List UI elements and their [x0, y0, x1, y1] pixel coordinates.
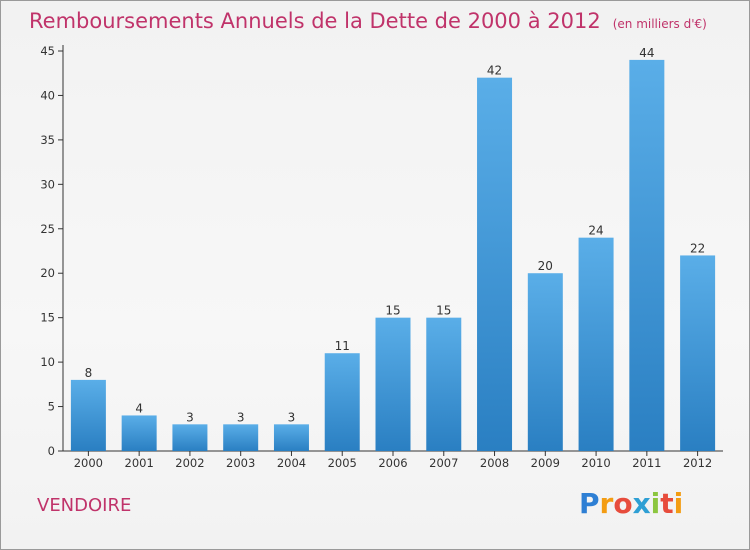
y-tick-label: 35	[40, 133, 55, 147]
x-tick-label: 2005	[328, 456, 357, 470]
bar	[121, 415, 157, 451]
x-tick-label: 2008	[480, 456, 509, 470]
data-label: 11	[335, 339, 350, 353]
y-tick-label: 25	[40, 222, 55, 236]
chart-title: Remboursements Annuels de la Dette de 20…	[29, 9, 707, 33]
logo-letter: r	[599, 487, 614, 520]
chart-unit-label: (en milliers d'€)	[612, 17, 707, 31]
data-label: 24	[588, 224, 603, 238]
x-tick-label: 2007	[429, 456, 458, 470]
x-tick-label: 2003	[226, 456, 255, 470]
data-label: 42	[487, 64, 502, 78]
data-label: 44	[639, 46, 654, 60]
data-label: 4	[135, 401, 143, 415]
data-label: 22	[690, 241, 705, 255]
data-label: 20	[538, 259, 553, 273]
chart-title-text: Remboursements Annuels de la Dette de 20…	[29, 9, 601, 33]
y-tick-label: 15	[40, 311, 55, 325]
x-tick-label: 2009	[531, 456, 560, 470]
bar	[273, 424, 309, 451]
data-label: 3	[288, 410, 296, 424]
data-label: 8	[85, 366, 93, 380]
logo-letter: o	[613, 487, 633, 520]
y-tick-label: 20	[40, 266, 55, 280]
bar	[629, 59, 665, 452]
y-tick-label: 0	[48, 444, 55, 458]
bar	[477, 77, 513, 452]
data-label: 3	[186, 410, 194, 424]
x-tick-label: 2006	[378, 456, 407, 470]
proxiti-logo: Proxiti	[579, 487, 683, 520]
logo-letter: t	[660, 487, 674, 520]
bar	[223, 424, 259, 451]
logo-letter: i	[673, 487, 684, 520]
x-tick-label: 2000	[74, 456, 103, 470]
x-tick-label: 2004	[277, 456, 306, 470]
bar	[324, 353, 360, 451]
data-label: 15	[436, 304, 451, 318]
bar	[426, 317, 462, 451]
data-label: 3	[237, 410, 245, 424]
x-tick-label: 2002	[175, 456, 204, 470]
logo-letter: P	[579, 487, 600, 520]
y-tick-label: 10	[40, 355, 55, 369]
x-tick-label: 2001	[125, 456, 154, 470]
logo-letter: x	[632, 487, 651, 520]
bar	[172, 424, 208, 451]
x-tick-label: 2011	[632, 456, 661, 470]
x-tick-label: 2010	[581, 456, 610, 470]
y-tick-label: 45	[40, 44, 55, 58]
bar	[578, 237, 614, 451]
x-tick-label: 2012	[683, 456, 712, 470]
logo-letter: i	[650, 487, 661, 520]
data-label: 15	[385, 304, 400, 318]
bar	[527, 273, 563, 451]
y-tick-label: 30	[40, 177, 55, 191]
bar	[680, 255, 716, 451]
y-tick-label: 40	[40, 88, 55, 102]
y-tick-label: 5	[48, 400, 55, 414]
location-label: VENDOIRE	[37, 495, 132, 516]
bar	[375, 317, 411, 451]
bar	[70, 379, 106, 451]
